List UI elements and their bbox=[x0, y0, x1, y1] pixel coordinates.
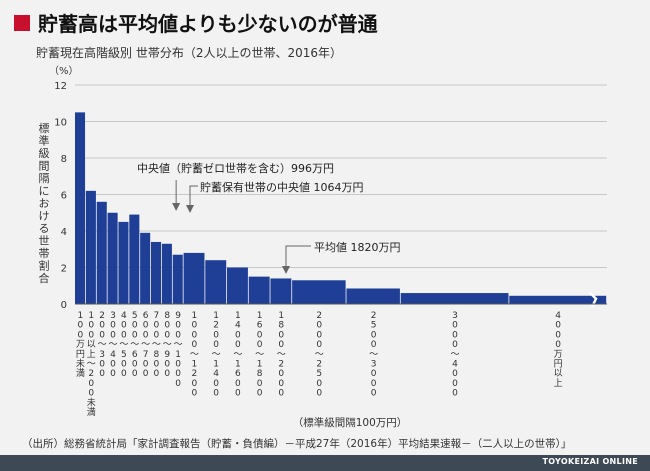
annotation-arrowhead-median-holders bbox=[186, 205, 194, 213]
y-tick-label: 2 bbox=[61, 264, 67, 275]
source-note: （出所）総務省統計局「家計調査報告（貯蓄・負債編）－平成27年（2016年）平均… bbox=[22, 438, 572, 450]
y-tick-label: 0 bbox=[61, 300, 67, 311]
headline-marker bbox=[14, 14, 30, 31]
y-tick-label: 4 bbox=[61, 227, 67, 238]
y-tick-label: 6 bbox=[61, 191, 67, 202]
annotation-median-holders: 貯蓄保有世帯の中央値 1064万円 bbox=[200, 180, 364, 194]
histogram-bar bbox=[400, 293, 509, 304]
histogram-bar bbox=[96, 201, 107, 304]
x-tick-label: 1 0 0 以上〜 2 0 0 未満 bbox=[87, 311, 96, 418]
histogram-bar bbox=[172, 254, 183, 304]
histogram-bar bbox=[509, 295, 607, 304]
annotation-median-all: 中央値（貯蓄ゼロ世帯を含む）996万円 bbox=[137, 161, 334, 175]
histogram-bar bbox=[227, 267, 248, 304]
footer-bar: TOYOKEIZAI ONLINE bbox=[0, 455, 650, 471]
x-tick-label: 1 2 0 0 〜 1 4 0 0 bbox=[212, 311, 221, 399]
x-tick-label: 3 0 0 0 〜 4 0 0 0 bbox=[450, 311, 459, 399]
x-tick-label: 1 6 0 0 〜 1 8 0 0 bbox=[255, 311, 264, 399]
annotation-arrowhead-average bbox=[282, 266, 290, 274]
x-axis-title: （標準級間隔100万円） bbox=[293, 416, 408, 429]
footer-credit: TOYOKEIZAI ONLINE bbox=[542, 457, 638, 466]
histogram-bar bbox=[248, 276, 270, 304]
headline-text: 貯蓄高は平均値よりも少ないのが普通 bbox=[38, 12, 378, 36]
chart-subtitle: 貯蓄現在高階級別 世帯分布（2人以上の世帯、2016年） bbox=[36, 46, 342, 60]
x-tick-label: 5 0 0 〜 6 0 0 bbox=[130, 311, 139, 379]
histogram-bar bbox=[292, 280, 346, 304]
x-tick-label: 4 0 0 0 万円以上 bbox=[554, 311, 563, 389]
histogram-bar bbox=[129, 214, 140, 304]
x-tick-label: 6 0 0 〜 7 0 0 bbox=[141, 311, 150, 379]
y-tick-label: 8 bbox=[61, 154, 67, 165]
annotation-average: 平均値 1820万円 bbox=[314, 241, 401, 254]
histogram-bar bbox=[107, 212, 118, 304]
x-tick-label: 1 0 0 万円未満 bbox=[76, 311, 85, 379]
x-tick-label: 4 0 0 〜 5 0 0 bbox=[119, 311, 128, 379]
histogram-bar bbox=[85, 190, 96, 304]
x-tick-label: 3 0 0 〜 4 0 0 bbox=[108, 311, 117, 379]
histogram-bar bbox=[75, 112, 86, 304]
histogram-bar bbox=[205, 260, 227, 304]
x-tick-label: 2 0 0 〜 3 0 0 bbox=[98, 311, 107, 379]
histogram-bar bbox=[270, 278, 292, 304]
x-tick-label: 1 0 0 0 〜 1 2 0 0 bbox=[190, 311, 199, 399]
histogram-bar bbox=[151, 241, 162, 304]
annotation-arrow-average bbox=[285, 245, 311, 268]
x-tick-label: 7 0 0 〜 8 0 0 bbox=[152, 311, 161, 379]
x-tick-label: 9 0 0 〜 1 0 0 0 bbox=[174, 311, 183, 389]
x-tick-label: 2 0 0 0 〜 2 5 0 0 bbox=[315, 311, 324, 399]
x-tick-label: 1 4 0 0 〜 1 6 0 0 bbox=[233, 311, 242, 399]
y-tick-label: 10 bbox=[54, 118, 67, 129]
histogram-bar bbox=[140, 232, 151, 304]
x-tick-label: 8 0 0 〜 9 0 0 bbox=[163, 311, 172, 379]
histogram-bar bbox=[118, 221, 129, 304]
histogram-bar bbox=[346, 288, 400, 304]
y-unit-label: （%） bbox=[49, 65, 79, 77]
y-tick-label: 12 bbox=[54, 81, 67, 92]
annotation-arrowhead-median-all bbox=[172, 203, 181, 211]
histogram-bar bbox=[183, 252, 205, 304]
annotation-arrow-median-holders bbox=[189, 185, 198, 207]
histogram-bar bbox=[161, 243, 172, 304]
x-tick-label: 1 8 0 0 〜 2 0 0 0 bbox=[277, 311, 286, 399]
y-axis-title: 標準級間隔における世帯割合 bbox=[39, 121, 50, 285]
headline: 貯蓄高は平均値よりも少ないのが普通 bbox=[14, 8, 378, 37]
x-tick-label: 2 5 0 0 〜 3 0 0 0 bbox=[369, 311, 378, 399]
